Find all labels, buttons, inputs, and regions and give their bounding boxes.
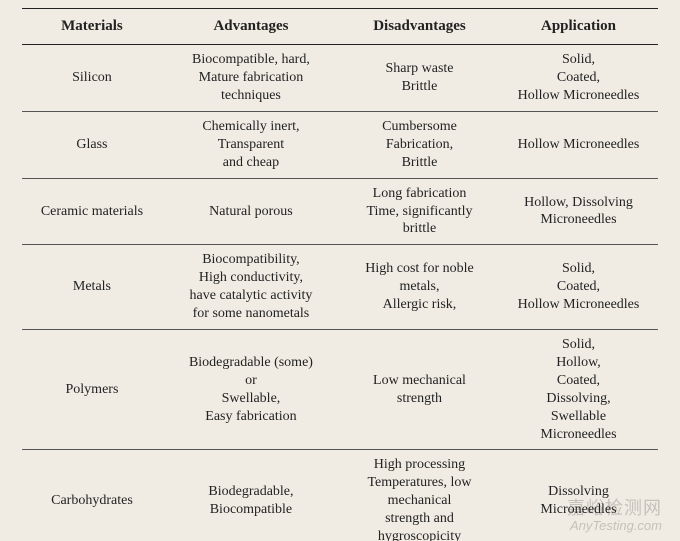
cell-disadvantages: Low mechanicalstrength [340,329,499,449]
cell-advantages: Biocompatibility,High conductivity,have … [162,245,340,330]
cell-disadvantages: Sharp wasteBrittle [340,45,499,112]
cell-material: Glass [22,111,162,178]
cell-advantages: Biocompatible, hard,Mature fabricationte… [162,45,340,112]
table-row: Metals Biocompatibility,High conductivit… [22,245,658,330]
cell-application: Hollow, DissolvingMicroneedles [499,178,658,245]
table-row: Glass Chemically inert,Transparentand ch… [22,111,658,178]
table-container: Materials Advantages Disadvantages Appli… [0,0,680,541]
cell-advantages: Biodegradable,Biocompatible [162,450,340,541]
table-row: Ceramic materials Natural porous Long fa… [22,178,658,245]
col-header-disadvantages: Disadvantages [340,9,499,45]
col-header-materials: Materials [22,9,162,45]
cell-application: DissolvingMicroneedles [499,450,658,541]
table-row: Carbohydrates Biodegradable,Biocompatibl… [22,450,658,541]
col-header-application: Application [499,9,658,45]
cell-material: Metals [22,245,162,330]
cell-material: Silicon [22,45,162,112]
cell-application: Solid,Hollow,Coated,Dissolving,Swellable… [499,329,658,449]
materials-table: Materials Advantages Disadvantages Appli… [22,8,658,541]
table-row: Polymers Biodegradable (some)orSwellable… [22,329,658,449]
col-header-advantages: Advantages [162,9,340,45]
cell-advantages: Natural porous [162,178,340,245]
table-header-row: Materials Advantages Disadvantages Appli… [22,9,658,45]
cell-disadvantages: Long fabricationTime, significantlybritt… [340,178,499,245]
table-row: Silicon Biocompatible, hard,Mature fabri… [22,45,658,112]
cell-material: Carbohydrates [22,450,162,541]
cell-material: Polymers [22,329,162,449]
cell-disadvantages: High cost for noblemetals,Allergic risk, [340,245,499,330]
cell-disadvantages: CumbersomeFabrication,Brittle [340,111,499,178]
cell-advantages: Chemically inert,Transparentand cheap [162,111,340,178]
cell-disadvantages: High processingTemperatures, lowmechanic… [340,450,499,541]
cell-application: Solid,Coated,Hollow Microneedles [499,45,658,112]
cell-advantages: Biodegradable (some)orSwellable,Easy fab… [162,329,340,449]
cell-material: Ceramic materials [22,178,162,245]
cell-application: Solid,Coated,Hollow Microneedles [499,245,658,330]
cell-application: Hollow Microneedles [499,111,658,178]
